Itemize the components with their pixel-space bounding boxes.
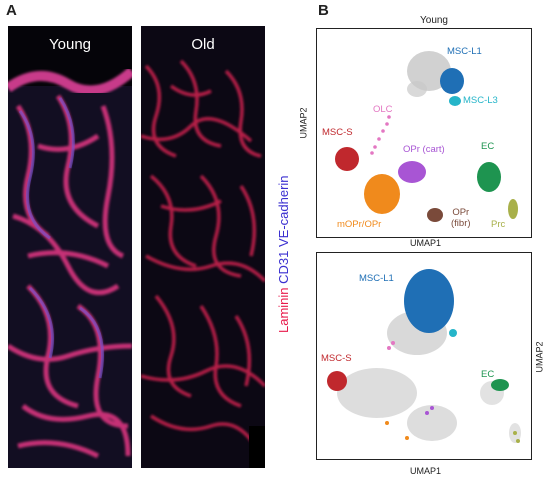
young-micrograph: Young: [8, 26, 132, 468]
cluster-opr-fibr: [427, 208, 443, 222]
label-ec: EC: [481, 141, 495, 152]
bottom-label-ec: EC: [481, 369, 495, 380]
young-vessel-image: [8, 26, 132, 468]
bottom-cluster-msc-l1: [404, 269, 454, 333]
umap-top-ylabel: UMAP2: [298, 107, 309, 139]
label-opr-cart: OPr (cart): [403, 144, 445, 155]
umap-top-scatter: [335, 51, 518, 222]
umap-top-title: Young: [420, 15, 448, 26]
young-label: Young: [49, 36, 91, 53]
cluster-msc-l3: [449, 96, 461, 106]
umap-bottom-scatter: [327, 269, 521, 443]
cluster-olc: [370, 115, 391, 155]
label-olc: OLC: [373, 104, 393, 115]
cluster-prc: [508, 199, 518, 219]
bottom-label-msc-s: MSC-S: [321, 353, 352, 364]
stain-label: Laminin CD31 VE-cadherin: [276, 175, 291, 333]
label-prc: Prc: [491, 219, 506, 230]
cluster-mopr-opr: [364, 174, 400, 214]
bottom-cluster-ec: [491, 379, 509, 391]
label-msc-l1: MSC-L1: [447, 46, 482, 57]
label-mopr-opr: mOPr/OPr: [337, 219, 382, 230]
cd31-vecadherin-label: CD31 VE-cadherin: [276, 175, 291, 284]
old-vessel-image: [141, 26, 265, 468]
cluster-msc-l1: [440, 68, 464, 94]
umap-top: MSC-L1 MSC-L3 OLC MSC-S OPr (cart) EC OP…: [316, 28, 532, 238]
label-msc-l3: MSC-L3: [463, 95, 498, 106]
laminin-label: Laminin: [276, 287, 291, 333]
old-label: Old: [191, 36, 215, 53]
cluster-opr-cart: [398, 161, 426, 183]
bottom-cluster-msc-s: [327, 371, 347, 391]
label-msc-s: MSC-S: [322, 127, 353, 138]
panel-label-b: B: [318, 2, 329, 19]
cluster-msc-s: [335, 147, 359, 171]
bottom-label-msc-l1: MSC-L1: [359, 273, 394, 284]
label-opr-fibr: OPr (fibr): [451, 207, 471, 229]
umap-bottom-ylabel: UMAP2: [534, 341, 545, 373]
panel-label-a: A: [6, 2, 17, 19]
umap-top-xlabel: UMAP1: [410, 238, 442, 248]
cluster-ec: [477, 162, 501, 192]
umap-bottom-xlabel: UMAP1: [410, 466, 442, 476]
umap-bottom: MSC-L1 MSC-S EC: [316, 252, 532, 460]
old-micrograph: Old: [141, 26, 265, 468]
